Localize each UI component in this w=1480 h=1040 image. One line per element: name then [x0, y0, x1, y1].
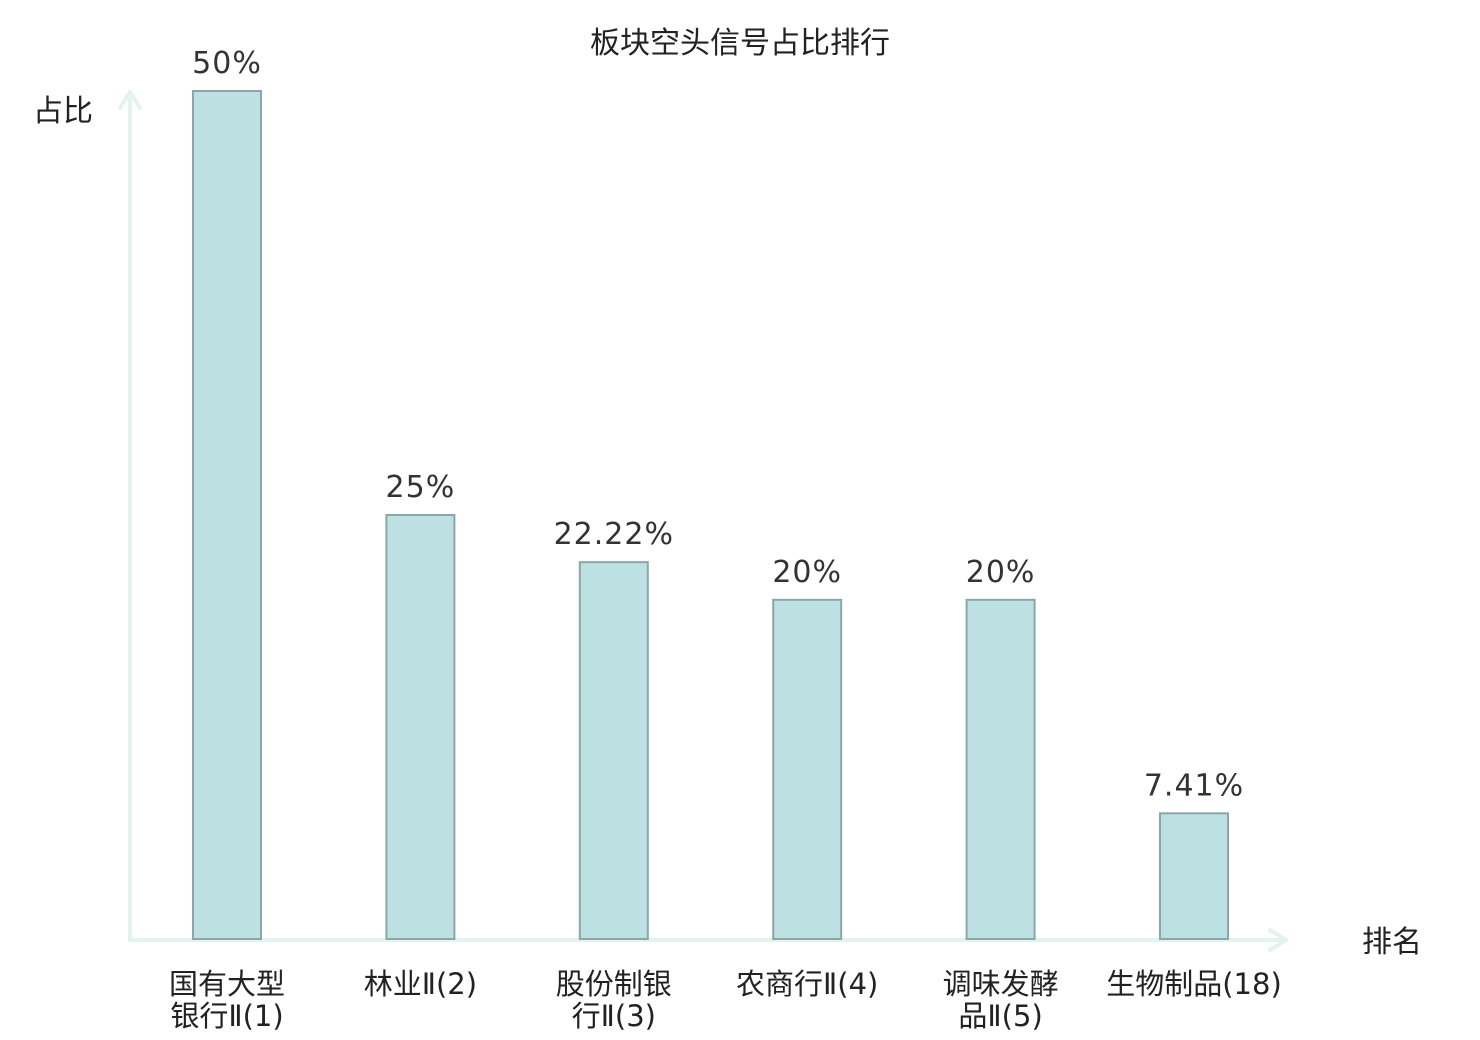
- value-labels-group: 50% 25% 22.22% 20% 20% 7.41%: [192, 46, 1244, 803]
- y-axis: [118, 90, 142, 942]
- bar-value-label: 20%: [966, 555, 1036, 590]
- bar: [965, 598, 1036, 940]
- x-tick-label: 行Ⅱ(3): [572, 999, 656, 1033]
- x-tick-label: 国有大型: [169, 967, 285, 1001]
- x-tick-label: 林业Ⅱ(2): [364, 967, 477, 1001]
- x-tick-label: 调味发酵: [943, 967, 1059, 1001]
- bars-group: [192, 90, 1229, 941]
- x-tick-label: 农商行Ⅱ(4): [736, 967, 878, 1001]
- x-axis: [128, 928, 1288, 952]
- x-tick-label: 品Ⅱ(5): [958, 999, 1042, 1033]
- y-axis-arrow: [118, 90, 142, 110]
- bar-value-label: 7.41%: [1144, 768, 1244, 803]
- x-tick-label: 生物制品(18): [1106, 967, 1282, 1001]
- x-axis-arrow: [1268, 928, 1288, 952]
- bar: [1159, 812, 1229, 941]
- bar-value-label: 22.22%: [554, 517, 674, 552]
- y-axis-label: 占比: [33, 94, 93, 129]
- chart-title: 板块空头信号占比排行: [590, 26, 890, 61]
- bar-value-label: 25%: [386, 470, 456, 505]
- bar: [578, 561, 649, 940]
- bar: [772, 598, 843, 940]
- bar: [192, 90, 262, 940]
- x-tick-label: 股份制银: [556, 967, 672, 1001]
- bar-value-label: 20%: [772, 555, 842, 590]
- x-tick-label: 银行Ⅱ(1): [170, 999, 283, 1033]
- x-axis-label: 排名: [1362, 925, 1422, 960]
- bar: [385, 514, 456, 940]
- bar-value-label: 50%: [192, 46, 262, 81]
